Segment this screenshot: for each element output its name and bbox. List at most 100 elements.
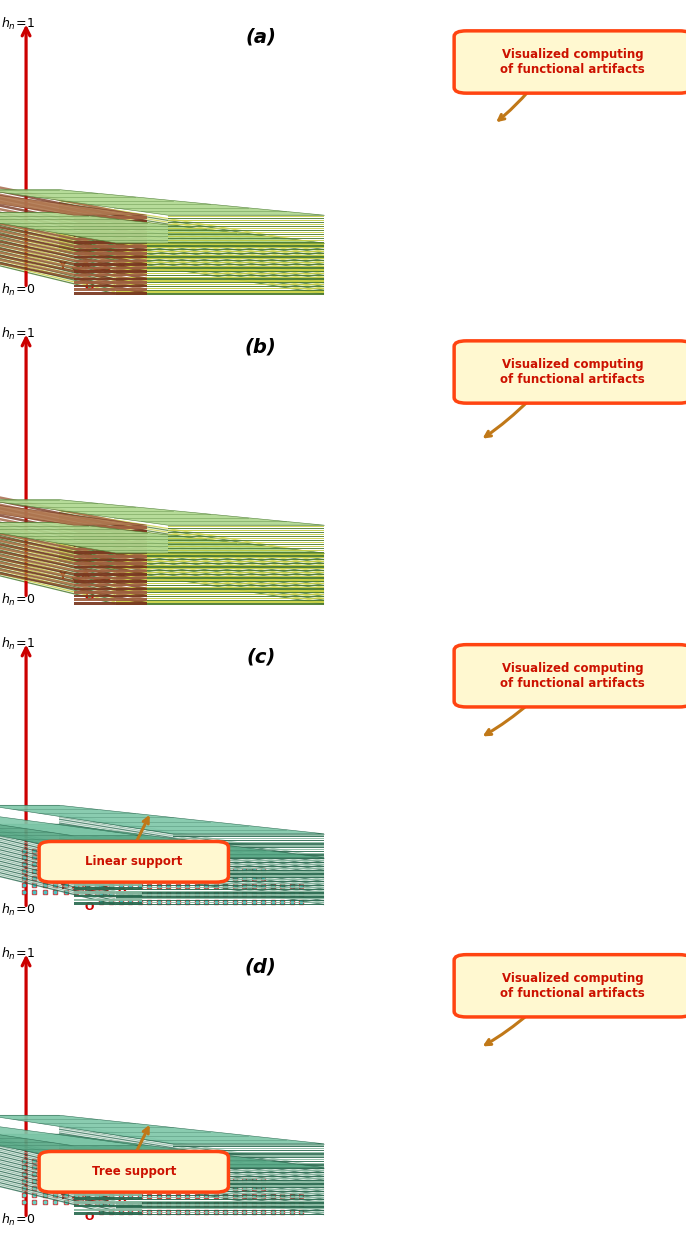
Polygon shape	[0, 206, 147, 252]
Text: $h_n\!=\!0$: $h_n\!=\!0$	[1, 1211, 36, 1228]
Polygon shape	[74, 219, 147, 222]
Polygon shape	[59, 1122, 324, 1168]
Polygon shape	[0, 244, 115, 289]
Polygon shape	[59, 849, 324, 894]
Polygon shape	[59, 854, 324, 899]
Polygon shape	[167, 543, 324, 546]
Polygon shape	[0, 1117, 141, 1146]
Polygon shape	[0, 496, 147, 526]
Text: Y: Y	[58, 1192, 67, 1202]
Polygon shape	[59, 858, 324, 903]
Polygon shape	[0, 236, 115, 280]
Polygon shape	[115, 578, 324, 579]
Polygon shape	[59, 1164, 324, 1209]
Polygon shape	[0, 1135, 115, 1179]
Polygon shape	[115, 564, 324, 565]
Polygon shape	[59, 531, 324, 575]
Polygon shape	[59, 1142, 324, 1187]
Polygon shape	[59, 246, 324, 291]
Polygon shape	[0, 239, 115, 284]
Text: Tree support: Tree support	[92, 1166, 176, 1178]
Polygon shape	[115, 1171, 324, 1172]
Polygon shape	[59, 520, 324, 564]
Polygon shape	[167, 539, 324, 541]
Polygon shape	[115, 257, 324, 258]
Polygon shape	[115, 567, 324, 568]
Polygon shape	[173, 851, 324, 852]
Polygon shape	[74, 291, 147, 295]
Polygon shape	[59, 818, 324, 863]
Polygon shape	[0, 556, 147, 601]
Polygon shape	[173, 1157, 324, 1158]
Polygon shape	[59, 202, 324, 247]
Polygon shape	[115, 1166, 324, 1168]
Polygon shape	[0, 1132, 115, 1177]
Polygon shape	[74, 1171, 141, 1173]
Polygon shape	[167, 238, 324, 239]
Polygon shape	[115, 262, 324, 263]
Polygon shape	[74, 216, 147, 218]
Text: (a): (a)	[245, 27, 276, 47]
Polygon shape	[59, 512, 324, 557]
Polygon shape	[0, 212, 147, 258]
Polygon shape	[173, 846, 324, 847]
Polygon shape	[0, 512, 115, 557]
Polygon shape	[0, 833, 115, 878]
Polygon shape	[0, 226, 115, 270]
Polygon shape	[0, 190, 324, 216]
Polygon shape	[0, 176, 147, 222]
Text: X: X	[117, 1193, 126, 1203]
Polygon shape	[0, 237, 115, 281]
Polygon shape	[115, 897, 324, 898]
Polygon shape	[167, 229, 324, 231]
Polygon shape	[74, 1158, 141, 1161]
Polygon shape	[0, 1167, 115, 1211]
Polygon shape	[173, 847, 324, 848]
Polygon shape	[167, 549, 324, 551]
Polygon shape	[115, 589, 324, 590]
Polygon shape	[0, 533, 147, 579]
Polygon shape	[0, 212, 324, 243]
Polygon shape	[74, 565, 147, 568]
Polygon shape	[173, 836, 324, 837]
Polygon shape	[115, 583, 324, 584]
Polygon shape	[59, 1136, 324, 1180]
Text: Z: Z	[84, 554, 92, 564]
Polygon shape	[59, 241, 324, 285]
Polygon shape	[59, 521, 324, 565]
Polygon shape	[59, 224, 324, 269]
Polygon shape	[74, 1147, 141, 1149]
Polygon shape	[0, 1149, 115, 1194]
Polygon shape	[74, 864, 141, 867]
Polygon shape	[59, 244, 324, 289]
Polygon shape	[115, 284, 324, 285]
Polygon shape	[0, 1138, 115, 1183]
Polygon shape	[0, 500, 324, 526]
Polygon shape	[0, 1125, 115, 1169]
Polygon shape	[167, 546, 324, 547]
Text: $h_n\!=\!0$: $h_n\!=\!0$	[1, 901, 36, 918]
Polygon shape	[0, 516, 147, 562]
Polygon shape	[0, 847, 115, 892]
Polygon shape	[173, 842, 324, 843]
Polygon shape	[115, 1168, 324, 1169]
Polygon shape	[0, 1159, 115, 1204]
Polygon shape	[167, 533, 324, 536]
Polygon shape	[74, 1178, 141, 1180]
Polygon shape	[74, 556, 147, 558]
Polygon shape	[0, 825, 115, 869]
Polygon shape	[115, 585, 324, 587]
Polygon shape	[115, 243, 324, 244]
Polygon shape	[167, 552, 324, 553]
Polygon shape	[0, 518, 147, 565]
Polygon shape	[167, 232, 324, 233]
Polygon shape	[59, 1147, 324, 1193]
Polygon shape	[74, 1200, 141, 1204]
Polygon shape	[167, 529, 324, 531]
Polygon shape	[0, 246, 115, 291]
Polygon shape	[59, 207, 324, 252]
Polygon shape	[0, 1163, 115, 1208]
Polygon shape	[74, 887, 141, 890]
Polygon shape	[59, 226, 324, 270]
Text: (c): (c)	[246, 647, 275, 667]
